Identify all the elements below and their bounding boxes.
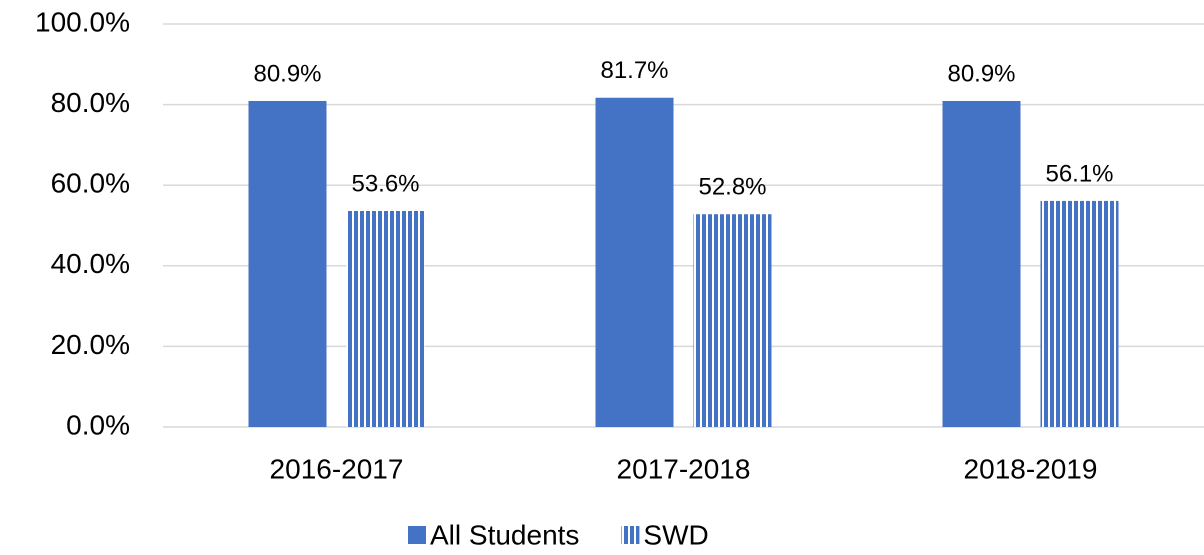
legend-label: All Students (430, 519, 579, 550)
y-tick-label: 100.0% (35, 6, 130, 37)
x-tick-label: 2016-2017 (270, 453, 404, 484)
x-tick-label: 2017-2018 (617, 453, 751, 484)
data-label: 56.1% (1045, 160, 1113, 187)
bar (248, 100, 327, 428)
data-label: 80.9% (253, 60, 321, 87)
y-tick-label: 20.0% (51, 329, 130, 360)
y-tick-label: 60.0% (51, 168, 130, 199)
bar (595, 97, 674, 428)
data-label: 53.6% (351, 170, 419, 197)
bar (346, 210, 425, 427)
legend-swatch (621, 526, 640, 544)
bar (693, 214, 772, 427)
legend-swatch (408, 526, 426, 544)
y-tick-label: 80.0% (51, 87, 130, 118)
legend-label: SWD (643, 519, 708, 550)
data-label: 52.8% (698, 174, 766, 201)
bar (1040, 200, 1119, 427)
x-tick-label: 2018-2019 (964, 453, 1098, 484)
y-tick-label: 40.0% (51, 248, 130, 279)
data-label: 80.9% (947, 60, 1015, 87)
y-tick-label: 0.0% (66, 409, 130, 440)
bar (942, 100, 1021, 428)
data-label: 81.7% (600, 57, 668, 84)
